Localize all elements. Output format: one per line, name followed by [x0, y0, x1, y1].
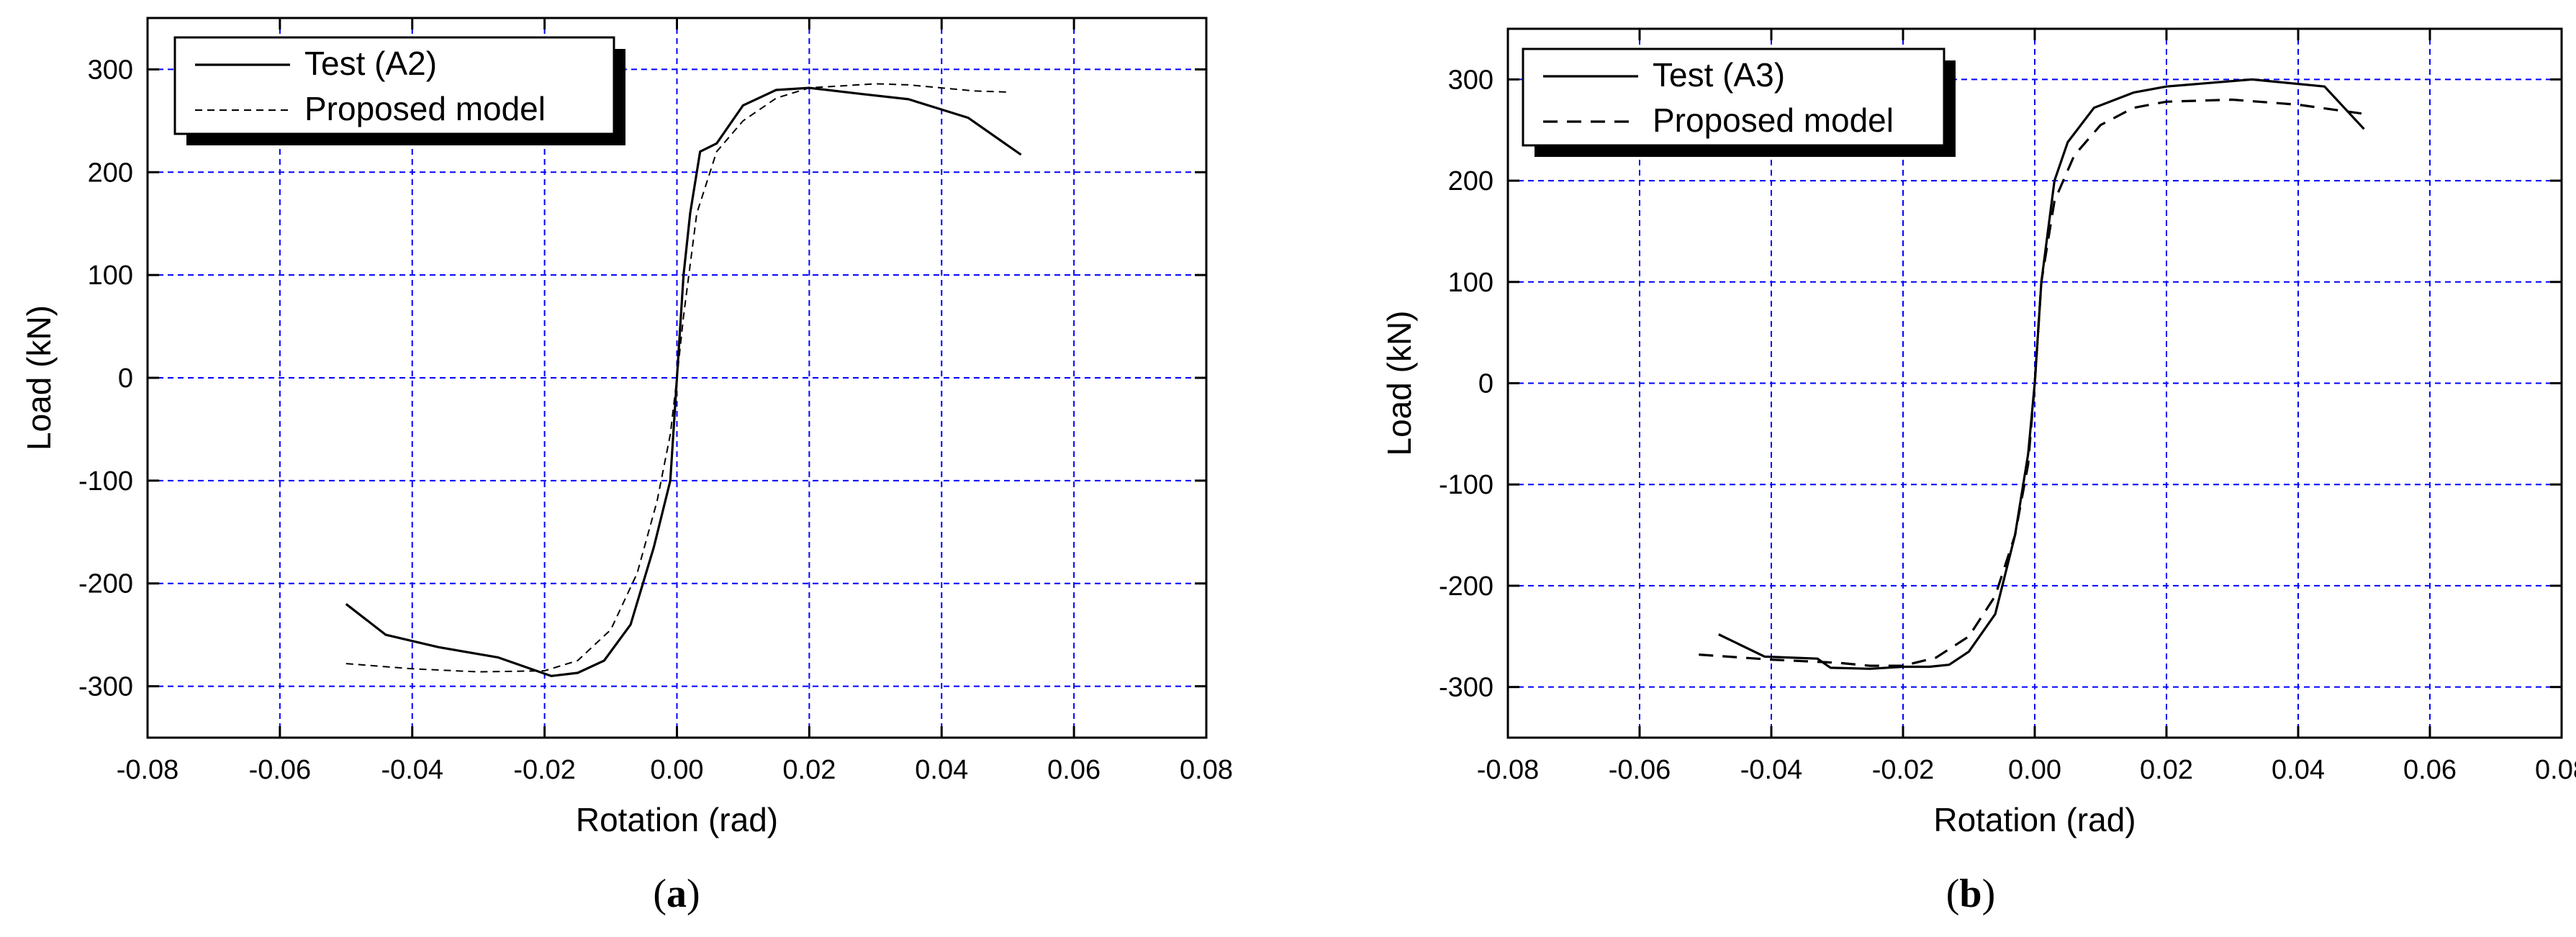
x-tick-label: -0.02 [1872, 755, 1935, 785]
legend-box [173, 36, 615, 135]
y-tick-label: -300 [78, 672, 133, 702]
series-line-test [1718, 78, 2365, 670]
x-tick-label: 0.08 [1180, 755, 1233, 785]
x-tick-label: -0.04 [381, 755, 443, 785]
legend: Test (A2) Proposed model [173, 36, 625, 145]
y-tick-label: -200 [78, 569, 133, 599]
x-tick-label: 0.04 [915, 755, 968, 785]
y-tick-label: 200 [88, 158, 133, 188]
x-tick-label: 0.08 [2535, 755, 2576, 785]
panel-caption: (a) [653, 872, 700, 916]
y-tick-label: -200 [1439, 571, 1493, 602]
series-line-proposed-model [1699, 98, 2364, 667]
legend-box [1522, 47, 1945, 147]
y-tick-label: 300 [88, 55, 133, 85]
legend-label: Test (A3) [1653, 56, 1785, 94]
x-tick-label: 0.06 [1047, 755, 1101, 785]
y-tick-label: 100 [88, 261, 133, 291]
x-axis-title: Rotation (rad) [576, 801, 778, 838]
y-axis-title: Load (kN) [1380, 311, 1418, 456]
legend-label: Test (A2) [304, 45, 437, 82]
x-tick-label: 0.06 [2403, 755, 2457, 785]
legend-label: Proposed model [1653, 101, 1894, 139]
y-tick-label: -100 [1439, 470, 1493, 500]
y-tick-label: 200 [1448, 166, 1493, 196]
y-tick-label: -100 [78, 466, 133, 497]
x-tick-label: -0.08 [1477, 755, 1540, 785]
x-tick-label: 0.00 [2008, 755, 2061, 785]
legend: Test (A3) Proposed model [1522, 47, 1956, 157]
y-tick-label: 100 [1448, 268, 1493, 298]
x-tick-label: -0.02 [513, 755, 576, 785]
x-tick-label: 0.04 [2272, 755, 2325, 785]
y-tick-label: 300 [1448, 65, 1493, 95]
chart-panel-a: -0.08 -0.06 -0.04 -0.02 0.00 0.02 0.04 0.06 0.08… [20, 17, 1233, 916]
legend-label: Proposed model [304, 90, 546, 127]
x-tick-label: 0.02 [782, 755, 836, 785]
x-tick-label: 0.02 [2140, 755, 2193, 785]
series-line-test [345, 86, 1022, 677]
y-tick-label: -300 [1439, 673, 1493, 703]
y-tick-label: 0 [1478, 369, 1493, 399]
x-axis-title: Rotation (rad) [1933, 801, 2136, 838]
panel-caption: (b) [1946, 872, 1995, 916]
x-tick-label: -0.06 [249, 755, 312, 785]
y-tick-label: 0 [118, 363, 133, 394]
x-tick-label: -0.08 [117, 755, 179, 785]
y-axis-title: Load (kN) [20, 305, 58, 451]
x-tick-label: 0.00 [651, 755, 704, 785]
chart-panel-b: -0.08 -0.06 -0.04 -0.02 0.00 0.02 0.04 0.06 0.08… [1380, 27, 2576, 916]
x-tick-label: -0.04 [1740, 755, 1803, 785]
x-tick-label: -0.06 [1609, 755, 1671, 785]
